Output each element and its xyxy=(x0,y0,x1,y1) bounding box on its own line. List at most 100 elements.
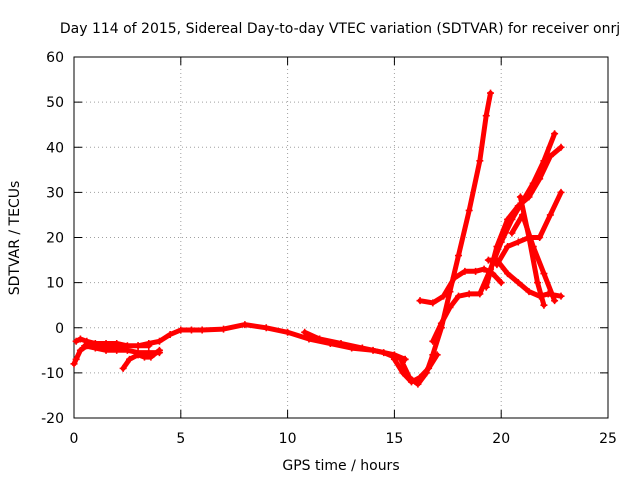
y-tick-label: -10 xyxy=(41,366,64,382)
data-point xyxy=(508,229,516,237)
grid-layer xyxy=(74,57,608,418)
data-point xyxy=(497,279,505,287)
data-point xyxy=(546,152,554,160)
chart-title: Day 114 of 2015, Sidereal Day-to-day VTE… xyxy=(60,21,620,37)
data-point xyxy=(198,326,206,334)
data-point xyxy=(446,303,454,311)
data-point xyxy=(284,328,292,336)
data-point xyxy=(83,337,91,345)
data-point xyxy=(405,373,413,381)
data-point xyxy=(476,157,484,165)
series-line xyxy=(517,194,547,308)
x-tick-label: 25 xyxy=(599,431,617,447)
data-point xyxy=(102,340,110,348)
y-tick-label: 20 xyxy=(46,231,64,247)
data-point xyxy=(241,321,249,329)
data-point xyxy=(140,353,148,361)
x-axis-label: GPS time / hours xyxy=(282,458,399,474)
data-point xyxy=(525,288,533,296)
data-point xyxy=(422,369,430,377)
series-arc-15 xyxy=(516,193,548,309)
data-point xyxy=(262,324,270,332)
data-point xyxy=(476,290,484,298)
data-point xyxy=(416,297,424,305)
data-point xyxy=(70,360,78,368)
data-point xyxy=(525,234,533,241)
data-point xyxy=(187,326,195,334)
y-tick-label: 40 xyxy=(46,140,64,156)
data-point xyxy=(440,292,448,300)
data-point xyxy=(102,346,110,354)
y-tick-label: 30 xyxy=(46,185,64,201)
data-point xyxy=(414,380,422,388)
data-point xyxy=(145,340,153,348)
data-point xyxy=(454,252,462,260)
data-point xyxy=(504,243,512,251)
data-point xyxy=(461,267,469,275)
y-tick-label: 0 xyxy=(55,321,64,337)
y-tick-label: 10 xyxy=(46,276,64,292)
series-arc-8 xyxy=(397,89,495,388)
data-point xyxy=(454,292,462,300)
data-point xyxy=(113,346,121,354)
data-point xyxy=(166,331,174,339)
data-point xyxy=(301,328,309,336)
data-point xyxy=(557,292,565,300)
data-point xyxy=(155,346,163,354)
data-point xyxy=(123,346,131,354)
data-point xyxy=(177,326,185,334)
data-point xyxy=(516,193,524,201)
data-point xyxy=(465,206,473,214)
series-arc-5 xyxy=(134,321,409,363)
data-point xyxy=(429,337,437,345)
data-point xyxy=(397,355,405,363)
series-layer xyxy=(70,89,565,388)
data-point xyxy=(514,279,522,287)
data-point xyxy=(472,267,480,275)
data-point xyxy=(337,340,345,348)
data-point xyxy=(358,344,366,352)
data-point xyxy=(76,335,84,343)
data-point xyxy=(429,299,437,307)
data-point xyxy=(525,193,533,201)
data-point xyxy=(484,256,492,264)
data-point xyxy=(546,211,554,219)
y-tick-label: 50 xyxy=(46,95,64,111)
data-point xyxy=(482,283,490,291)
data-point xyxy=(429,351,437,359)
data-point xyxy=(126,355,134,363)
tick-layer: 0 5 10 15 20 25 -20 -10 0 10 20 30 40 50 60 xyxy=(41,50,617,447)
y-axis-label: SDTVAR / TECUs xyxy=(7,181,23,296)
x-tick-label: 15 xyxy=(385,431,403,447)
data-point xyxy=(551,130,559,138)
data-point xyxy=(316,335,324,343)
data-point xyxy=(450,274,458,282)
data-point xyxy=(91,344,99,352)
data-point xyxy=(437,319,445,327)
data-point xyxy=(493,243,501,251)
data-point xyxy=(72,355,80,363)
data-point xyxy=(390,355,398,363)
data-point xyxy=(482,112,490,120)
data-point xyxy=(504,270,512,278)
series-arc-4 xyxy=(119,346,163,372)
data-point xyxy=(504,215,512,223)
data-point xyxy=(119,364,127,372)
data-point xyxy=(487,89,495,97)
data-point xyxy=(540,301,548,309)
data-point xyxy=(147,353,155,361)
data-point xyxy=(113,340,121,348)
data-point xyxy=(534,279,542,287)
series-line xyxy=(120,347,162,371)
x-tick-label: 20 xyxy=(492,431,510,447)
data-point xyxy=(220,325,228,333)
data-point xyxy=(81,342,89,350)
data-point xyxy=(480,265,488,273)
data-point xyxy=(134,351,142,359)
data-point xyxy=(536,175,544,183)
data-point xyxy=(155,337,163,345)
data-point xyxy=(493,261,501,269)
data-point xyxy=(134,342,142,350)
